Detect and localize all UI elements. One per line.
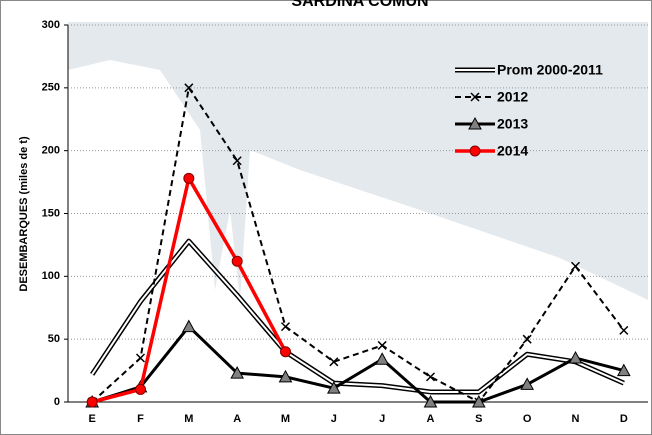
x-tick-label: A bbox=[233, 413, 241, 425]
series-line bbox=[91, 86, 625, 403]
x-tick-label: M bbox=[281, 413, 290, 425]
point-marker bbox=[86, 396, 98, 408]
x-tick-label: M bbox=[184, 413, 193, 425]
legend-label: 2013 bbox=[497, 116, 528, 132]
y-tick-label: 0 bbox=[54, 396, 60, 408]
point-marker bbox=[568, 350, 583, 364]
legend-label: 2014 bbox=[497, 143, 528, 159]
legend-marker bbox=[469, 145, 481, 157]
y-tick-label: 150 bbox=[42, 207, 60, 219]
point-marker bbox=[280, 322, 291, 332]
series-line-inner bbox=[91, 240, 625, 393]
y-axis-label: DESEMBARQUES (miles de t) bbox=[18, 136, 30, 292]
point-marker bbox=[326, 381, 341, 394]
chart-title: SARDINA COMUN bbox=[291, 0, 428, 10]
point-marker bbox=[184, 83, 194, 93]
point-marker bbox=[471, 394, 486, 408]
x-tick-label: D bbox=[620, 413, 628, 425]
point-marker bbox=[425, 372, 436, 382]
point-marker bbox=[616, 363, 631, 377]
background-shape bbox=[68, 22, 648, 300]
x-tick-label: J bbox=[331, 413, 337, 425]
point-marker bbox=[520, 377, 535, 390]
x-tick-label: A bbox=[427, 413, 435, 425]
y-tick-label: 100 bbox=[42, 270, 60, 282]
point-marker bbox=[278, 369, 293, 383]
x-tick-label: N bbox=[572, 413, 580, 425]
point-marker bbox=[183, 172, 195, 184]
x-tick-label: F bbox=[137, 413, 144, 425]
point-marker bbox=[181, 319, 196, 333]
legend-label: 2012 bbox=[497, 89, 528, 105]
y-tick-label: 200 bbox=[42, 145, 60, 157]
point-marker bbox=[231, 255, 243, 267]
point-marker bbox=[522, 334, 532, 344]
y-tick-label: 300 bbox=[42, 19, 60, 31]
point-marker bbox=[377, 340, 387, 350]
legend-marker bbox=[470, 92, 480, 102]
x-tick-label: S bbox=[475, 413, 482, 425]
point-marker bbox=[375, 352, 390, 365]
point-marker bbox=[232, 156, 242, 166]
point-marker bbox=[135, 383, 146, 395]
point-marker bbox=[329, 357, 339, 367]
point-marker bbox=[619, 325, 629, 335]
series-line bbox=[91, 325, 625, 404]
x-tick-label: J bbox=[379, 413, 385, 425]
legend-label: Prom 2000-2011 bbox=[497, 62, 603, 78]
legend-marker bbox=[468, 116, 482, 130]
x-tick-label: O bbox=[523, 413, 532, 425]
y-tick-label: 50 bbox=[48, 333, 60, 345]
point-marker bbox=[280, 346, 291, 358]
point-marker bbox=[135, 353, 146, 363]
y-tick-label: 250 bbox=[42, 82, 60, 94]
point-marker bbox=[423, 394, 438, 408]
x-tick-label: E bbox=[88, 413, 95, 425]
point-marker bbox=[230, 366, 245, 379]
point-marker bbox=[570, 261, 581, 271]
